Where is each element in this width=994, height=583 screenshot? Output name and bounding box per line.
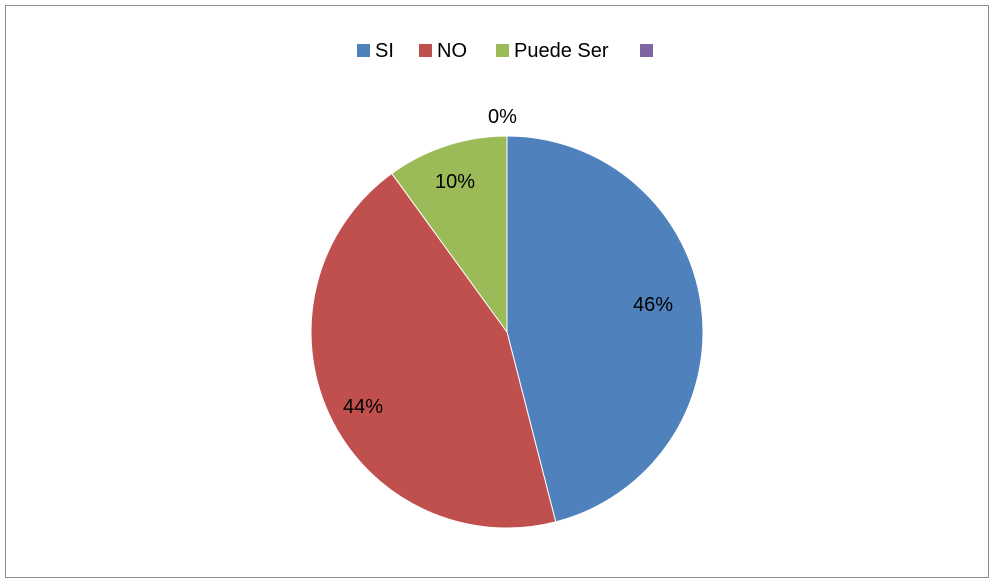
- data-label-si: 46%: [633, 294, 673, 316]
- pie-slice-si: [506, 135, 704, 523]
- legend-swatch-no: [419, 44, 432, 57]
- data-label-no: 44%: [343, 396, 383, 418]
- pie-slice-no: [310, 172, 557, 529]
- legend-label-no: NO: [437, 40, 467, 62]
- legend-swatch-si: [357, 44, 370, 57]
- data-labels: 46% 44% 10% 0%: [343, 106, 673, 418]
- data-label-puede-ser: 10%: [435, 171, 475, 193]
- legend-swatch-empty: [640, 44, 653, 57]
- data-label-empty: 0%: [488, 106, 517, 128]
- pie-slice-puede-ser: [391, 135, 508, 334]
- legend-swatch-puede-ser: [496, 44, 509, 57]
- legend-label-si: SI: [375, 40, 394, 62]
- legend-label-puede-ser: Puede Ser: [514, 40, 609, 62]
- legend: SI NO Puede Ser: [357, 40, 653, 62]
- pie-slices: [310, 135, 704, 529]
